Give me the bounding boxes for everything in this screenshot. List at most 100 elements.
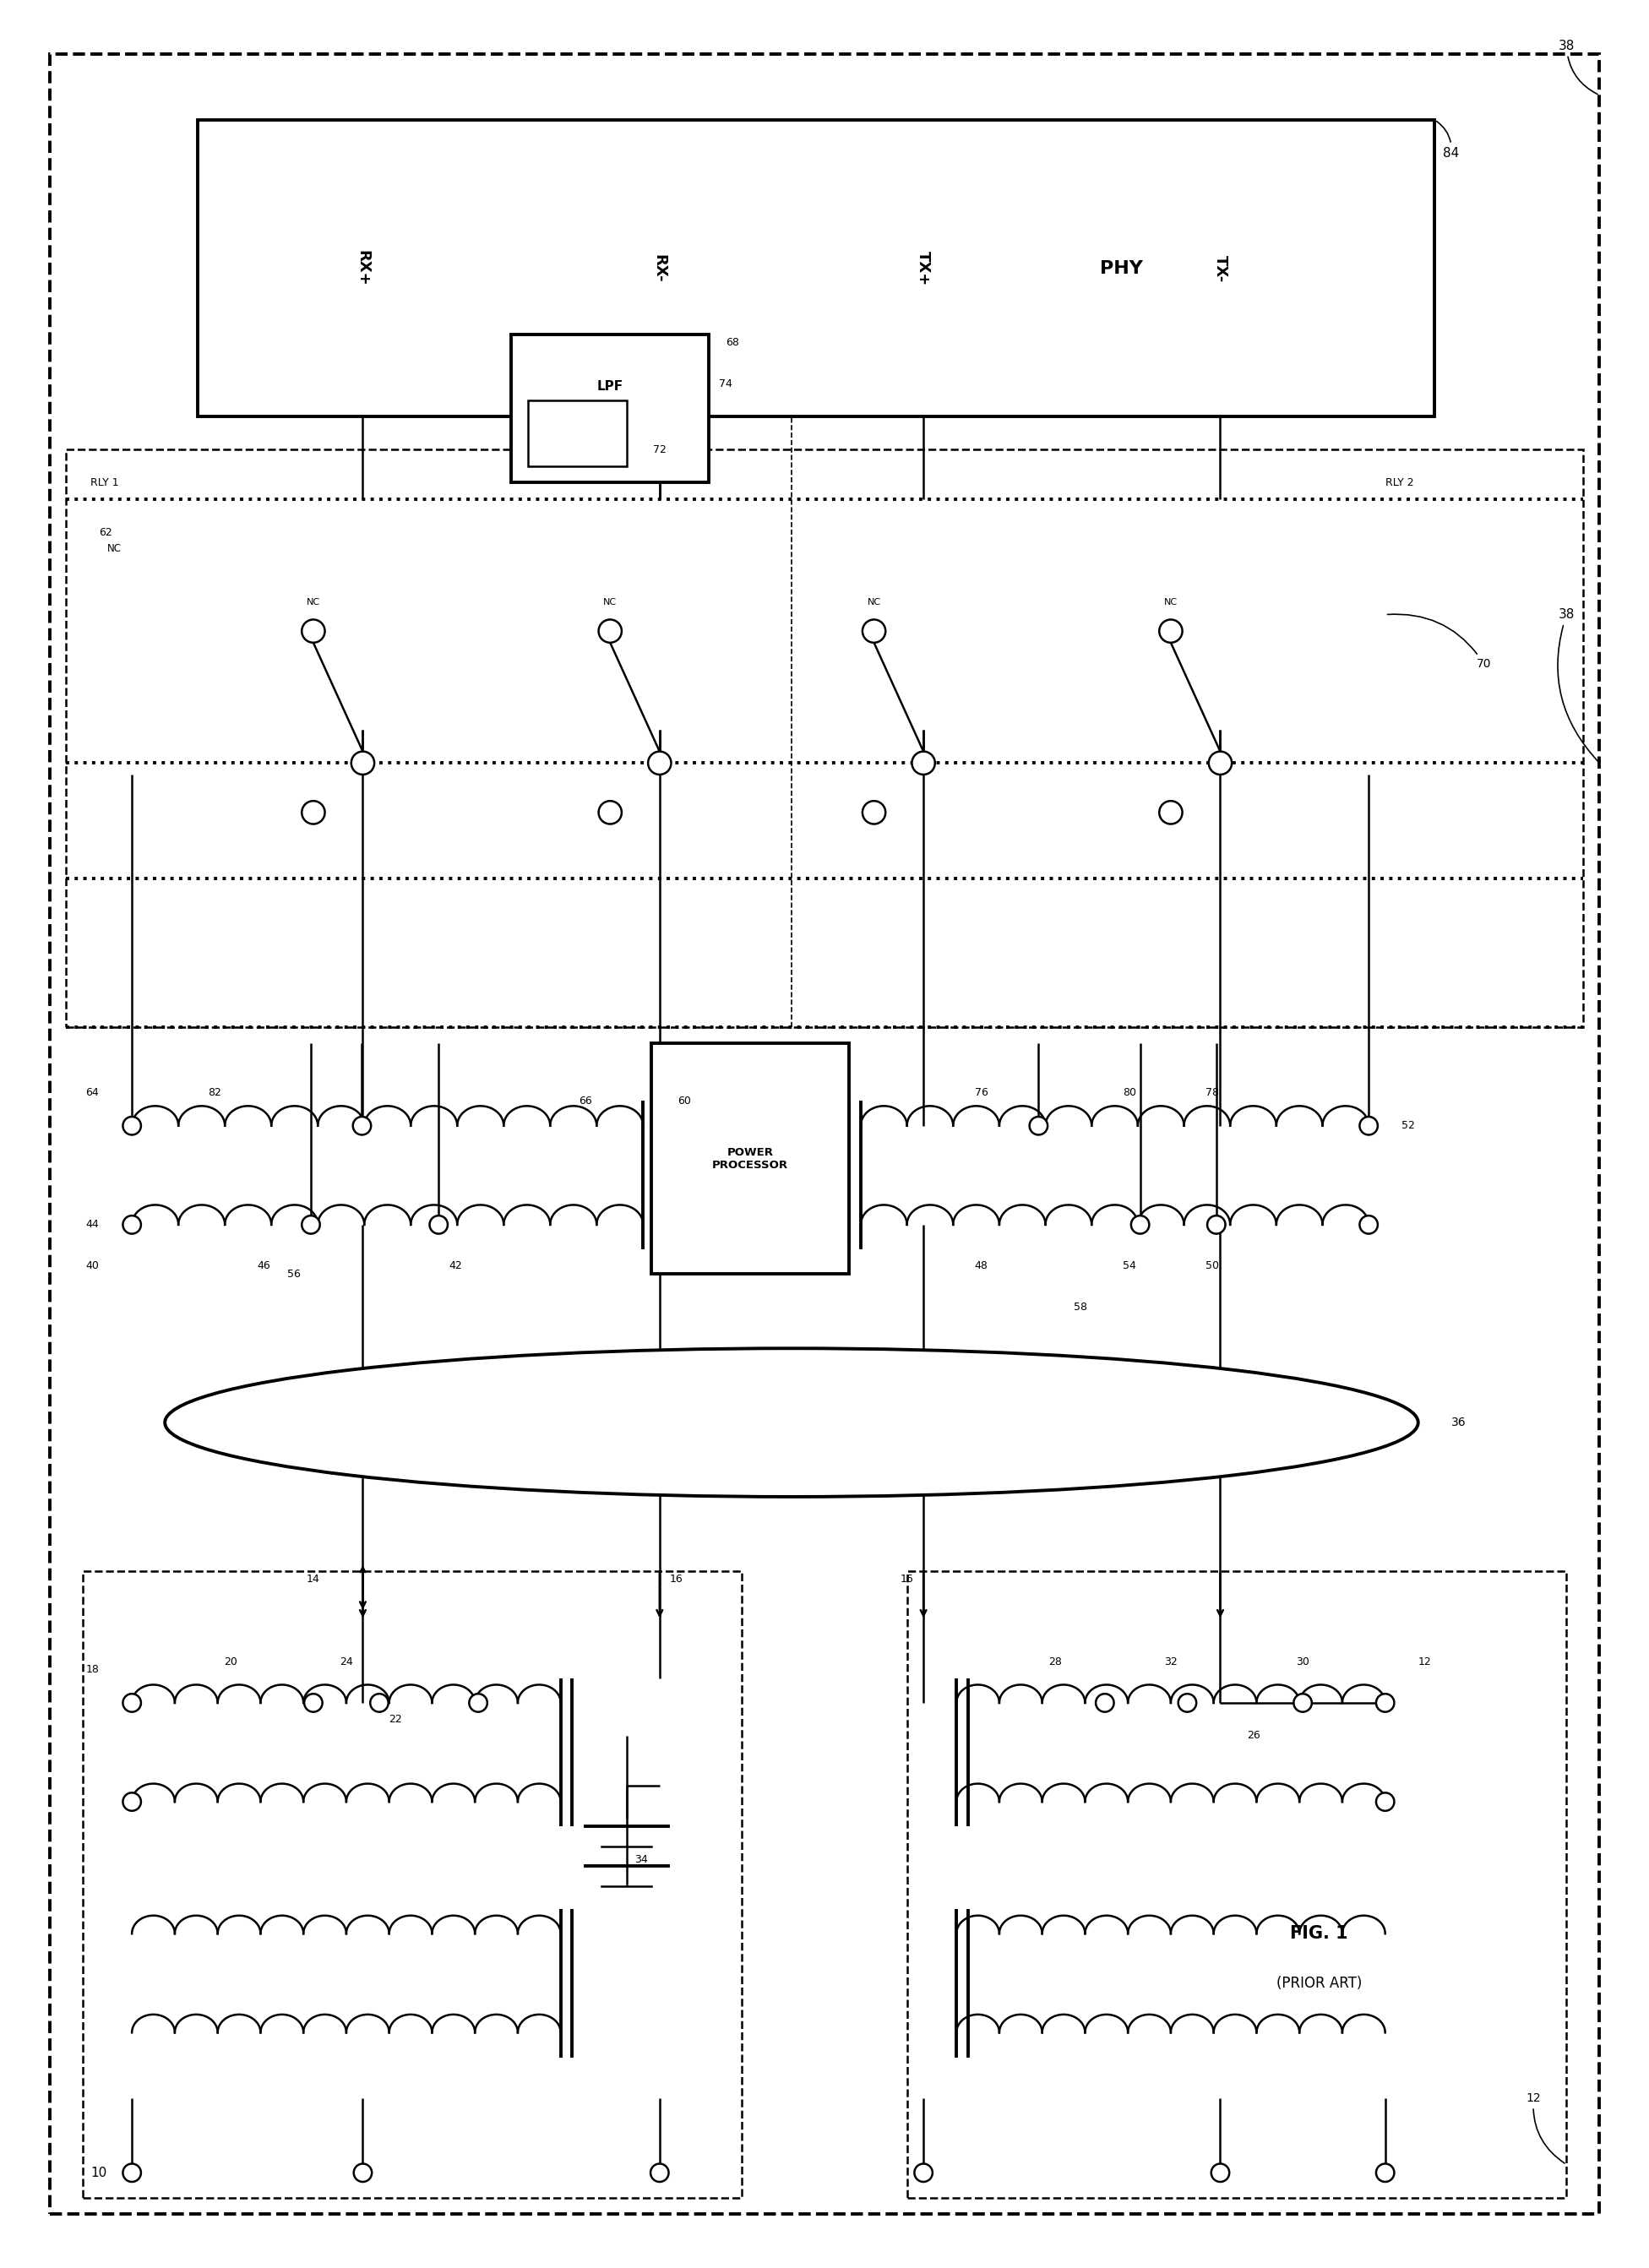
Circle shape <box>353 1116 371 1134</box>
Text: 22: 22 <box>389 1715 402 1726</box>
Circle shape <box>1177 1694 1197 1712</box>
Circle shape <box>1359 1216 1379 1234</box>
Text: 82: 82 <box>208 1086 221 1098</box>
Text: 84: 84 <box>1436 120 1459 159</box>
Bar <box>66 449 1583 1027</box>
Circle shape <box>429 1216 449 1234</box>
Circle shape <box>862 801 886 823</box>
Circle shape <box>355 2164 373 2182</box>
Text: RX-: RX- <box>651 254 668 284</box>
Text: 34: 34 <box>635 1853 648 1864</box>
Text: (PRIOR ART): (PRIOR ART) <box>1276 1975 1362 1991</box>
Text: 38: 38 <box>1558 608 1598 762</box>
Text: 38: 38 <box>1558 39 1598 95</box>
Text: 60: 60 <box>678 1095 691 1107</box>
Text: PHY: PHY <box>1100 261 1143 277</box>
Text: 10: 10 <box>91 2166 107 2180</box>
Circle shape <box>1159 619 1182 642</box>
Text: 66: 66 <box>579 1095 592 1107</box>
Circle shape <box>914 2164 933 2182</box>
Circle shape <box>1095 1694 1115 1712</box>
Text: RLY 1: RLY 1 <box>91 476 119 488</box>
Text: 68: 68 <box>726 338 739 347</box>
Text: 40: 40 <box>86 1261 99 1272</box>
Text: 52: 52 <box>1402 1120 1415 1132</box>
Text: RX+: RX+ <box>355 249 371 286</box>
Text: LPF: LPF <box>597 381 623 392</box>
Text: TX+: TX+ <box>915 252 932 286</box>
Text: RLY 2: RLY 2 <box>1385 476 1413 488</box>
Text: 32: 32 <box>1164 1656 1177 1667</box>
Text: 72: 72 <box>653 445 666 456</box>
Bar <box>651 1043 849 1275</box>
Circle shape <box>599 801 622 823</box>
Circle shape <box>1207 1216 1225 1234</box>
Circle shape <box>122 1216 140 1234</box>
Circle shape <box>122 1116 140 1134</box>
Text: 18: 18 <box>86 1665 99 1676</box>
Text: 16: 16 <box>900 1574 914 1585</box>
Circle shape <box>305 1694 323 1712</box>
Text: 30: 30 <box>1296 1656 1309 1667</box>
Text: 70: 70 <box>1387 615 1491 669</box>
Circle shape <box>302 1216 320 1234</box>
Text: 48: 48 <box>975 1261 988 1272</box>
Circle shape <box>1375 1694 1395 1712</box>
Circle shape <box>1210 2164 1230 2182</box>
Text: 44: 44 <box>86 1220 99 1229</box>
Ellipse shape <box>165 1349 1418 1497</box>
Circle shape <box>599 619 622 642</box>
Circle shape <box>648 751 671 776</box>
Text: 36: 36 <box>1451 1418 1466 1429</box>
Bar <box>198 120 1435 417</box>
Circle shape <box>1029 1116 1047 1134</box>
Text: 14: 14 <box>307 1574 320 1585</box>
Text: 78: 78 <box>1205 1086 1219 1098</box>
Text: 28: 28 <box>1049 1656 1062 1667</box>
Circle shape <box>1131 1216 1149 1234</box>
Circle shape <box>1293 1694 1313 1712</box>
Text: 80: 80 <box>1123 1086 1136 1098</box>
Text: 50: 50 <box>1205 1261 1219 1272</box>
Circle shape <box>912 751 935 776</box>
Circle shape <box>1375 1792 1395 1810</box>
Text: 16: 16 <box>669 1574 683 1585</box>
Text: 26: 26 <box>1247 1730 1260 1742</box>
Circle shape <box>122 1792 140 1810</box>
Text: 24: 24 <box>340 1656 353 1667</box>
Circle shape <box>302 801 325 823</box>
Text: 54: 54 <box>1123 1261 1136 1272</box>
Text: TX-: TX- <box>1212 254 1229 281</box>
Text: 74: 74 <box>719 379 732 390</box>
Text: NC: NC <box>604 599 617 606</box>
Circle shape <box>650 2164 669 2182</box>
Text: 12: 12 <box>1525 2093 1565 2164</box>
Circle shape <box>470 1694 488 1712</box>
Text: 58: 58 <box>1073 1302 1087 1313</box>
Circle shape <box>1159 801 1182 823</box>
Text: NC: NC <box>307 599 320 606</box>
Bar <box>82 1572 742 2198</box>
Text: 42: 42 <box>449 1261 462 1272</box>
Text: NC: NC <box>107 542 122 553</box>
Circle shape <box>122 1694 140 1712</box>
Text: NC: NC <box>867 599 881 606</box>
Text: 62: 62 <box>99 526 112 538</box>
Circle shape <box>862 619 886 642</box>
Text: 46: 46 <box>257 1261 270 1272</box>
Text: POWER
PROCESSOR: POWER PROCESSOR <box>712 1148 788 1170</box>
Text: 56: 56 <box>287 1268 302 1279</box>
Circle shape <box>1209 751 1232 776</box>
Bar <box>907 1572 1567 2198</box>
Text: 64: 64 <box>86 1086 99 1098</box>
Bar <box>528 399 627 467</box>
Text: NC: NC <box>1164 599 1177 606</box>
Circle shape <box>351 751 374 776</box>
Circle shape <box>1359 1116 1379 1134</box>
Text: 20: 20 <box>224 1656 237 1667</box>
Bar <box>511 333 709 483</box>
Circle shape <box>369 1694 389 1712</box>
Text: FIG. 1: FIG. 1 <box>1290 1926 1349 1941</box>
Circle shape <box>1375 2164 1395 2182</box>
Circle shape <box>302 619 325 642</box>
